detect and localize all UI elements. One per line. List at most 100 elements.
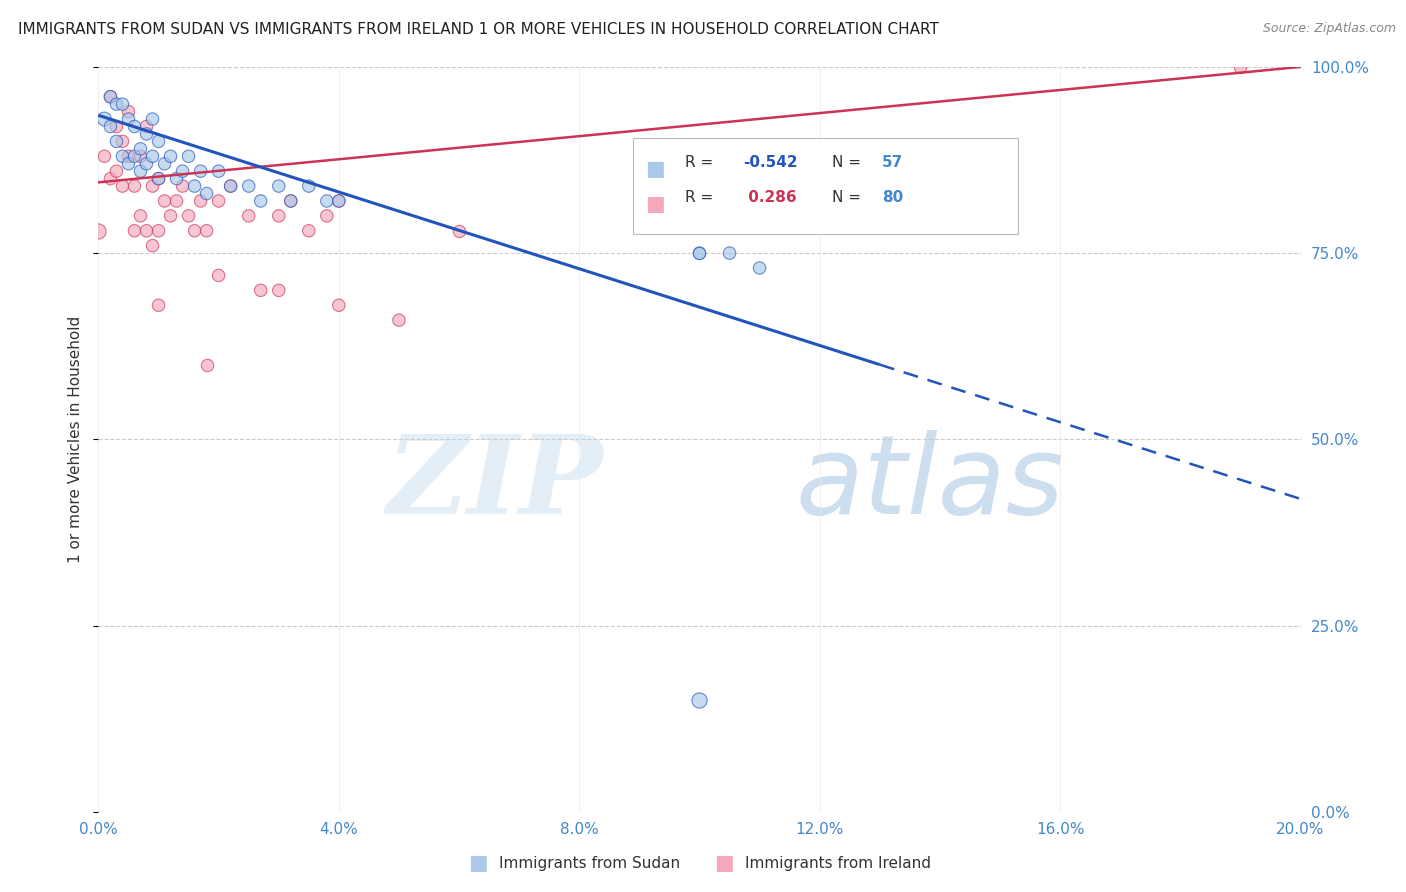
Point	[315, 194, 337, 208]
Point	[208, 164, 231, 178]
Point	[267, 209, 290, 223]
Point	[124, 179, 146, 194]
Point	[135, 224, 157, 238]
Text: IMMIGRANTS FROM SUDAN VS IMMIGRANTS FROM IRELAND 1 OR MORE VEHICLES IN HOUSEHOLD: IMMIGRANTS FROM SUDAN VS IMMIGRANTS FROM…	[18, 22, 939, 37]
Point	[159, 209, 181, 223]
Point	[141, 149, 163, 163]
Point	[208, 268, 231, 283]
Point	[208, 194, 231, 208]
Point	[148, 171, 170, 186]
Point	[219, 179, 242, 194]
Point	[748, 260, 770, 275]
Text: R =: R =	[685, 190, 723, 205]
Point	[148, 171, 170, 186]
Point	[105, 164, 128, 178]
Point	[195, 186, 218, 201]
Point	[249, 284, 271, 298]
Point	[148, 224, 170, 238]
Point	[124, 120, 146, 134]
Point	[111, 97, 134, 112]
Point	[280, 194, 302, 208]
Point	[148, 135, 170, 149]
Point	[105, 135, 128, 149]
Point	[141, 238, 163, 252]
Point	[328, 298, 350, 312]
Point	[219, 179, 242, 194]
Point	[177, 209, 200, 223]
Point	[190, 164, 212, 178]
Point	[153, 157, 176, 171]
Point	[93, 112, 115, 126]
Point	[129, 164, 152, 178]
Point	[111, 135, 134, 149]
Text: ■: ■	[645, 159, 665, 178]
Text: ■: ■	[714, 854, 734, 873]
Point	[195, 358, 218, 372]
Text: ZIP: ZIP	[387, 430, 603, 538]
Point	[172, 164, 194, 178]
Point	[87, 224, 110, 238]
Point	[111, 149, 134, 163]
Point	[159, 149, 181, 163]
Point	[124, 149, 146, 163]
Point	[166, 171, 188, 186]
Point	[135, 157, 157, 171]
Point	[93, 149, 115, 163]
Point	[183, 224, 205, 238]
Point	[141, 112, 163, 126]
Point	[141, 179, 163, 194]
Point	[447, 224, 470, 238]
Point	[328, 194, 350, 208]
Point	[111, 179, 134, 194]
Point	[267, 179, 290, 194]
Point	[183, 179, 205, 194]
Point	[166, 194, 188, 208]
Point	[117, 157, 139, 171]
Point	[238, 179, 260, 194]
Point	[689, 693, 711, 707]
Text: ■: ■	[645, 194, 665, 213]
Point	[100, 120, 122, 134]
Point	[148, 298, 170, 312]
Point	[100, 89, 122, 103]
Point	[129, 149, 152, 163]
Point	[1229, 60, 1251, 74]
Point	[117, 112, 139, 126]
Text: N =: N =	[832, 190, 866, 205]
Point	[124, 224, 146, 238]
Point	[105, 120, 128, 134]
Text: N =: N =	[832, 155, 866, 169]
Point	[328, 194, 350, 208]
Text: R =: R =	[685, 155, 718, 169]
Point	[280, 194, 302, 208]
Text: Source: ZipAtlas.com: Source: ZipAtlas.com	[1263, 22, 1396, 36]
Point	[689, 246, 711, 260]
Point	[315, 209, 337, 223]
Point	[172, 179, 194, 194]
Point	[718, 246, 741, 260]
Point	[238, 209, 260, 223]
Point	[135, 120, 157, 134]
Text: 80: 80	[882, 190, 904, 205]
Point	[298, 224, 321, 238]
Point	[135, 127, 157, 141]
Point	[249, 194, 271, 208]
Point	[153, 194, 176, 208]
Point	[100, 89, 122, 103]
Point	[117, 104, 139, 119]
Point	[190, 194, 212, 208]
Text: Immigrants from Sudan: Immigrants from Sudan	[499, 856, 681, 871]
Point	[267, 284, 290, 298]
Text: atlas: atlas	[796, 431, 1064, 538]
Point	[177, 149, 200, 163]
Text: 57: 57	[882, 155, 904, 169]
Point	[388, 313, 411, 327]
Point	[100, 171, 122, 186]
Point	[105, 97, 128, 112]
Y-axis label: 1 or more Vehicles in Household: 1 or more Vehicles in Household	[67, 316, 83, 563]
FancyBboxPatch shape	[633, 137, 1018, 235]
Text: ■: ■	[468, 854, 488, 873]
Point	[195, 224, 218, 238]
Point	[129, 142, 152, 156]
Point	[298, 179, 321, 194]
